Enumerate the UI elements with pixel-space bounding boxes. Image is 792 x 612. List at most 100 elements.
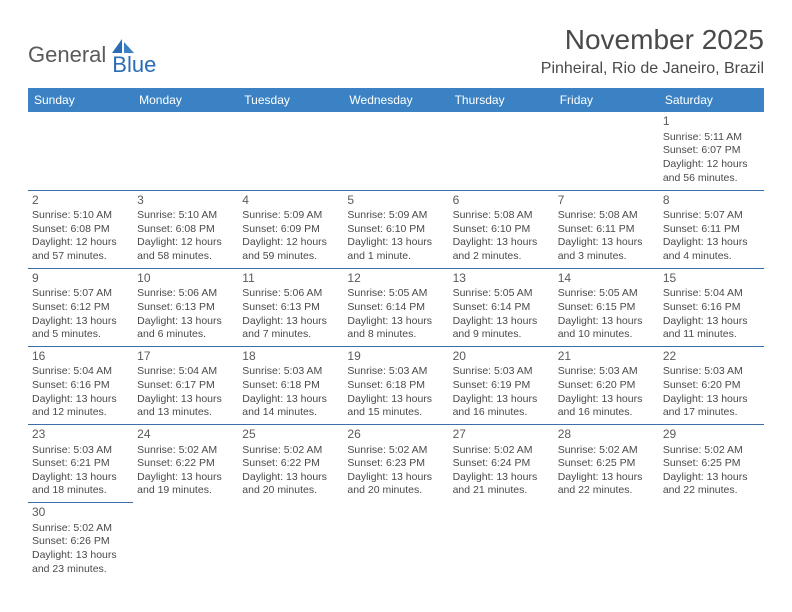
sunrise-text: Sunrise: 5:08 AM <box>453 209 550 223</box>
day-number: 21 <box>558 349 655 365</box>
sunrise-text: Sunrise: 5:02 AM <box>32 522 129 536</box>
daylight-text: Daylight: 13 hours <box>558 471 655 485</box>
sunset-text: Sunset: 6:26 PM <box>32 535 129 549</box>
daylight-text: and 20 minutes. <box>347 484 444 498</box>
sunset-text: Sunset: 6:07 PM <box>663 144 760 158</box>
day-number: 17 <box>137 349 234 365</box>
logo: General Blue <box>28 24 156 78</box>
calendar-day-cell: 8Sunrise: 5:07 AMSunset: 6:11 PMDaylight… <box>659 190 764 268</box>
sunrise-text: Sunrise: 5:11 AM <box>663 131 760 145</box>
day-number: 12 <box>347 271 444 287</box>
daylight-text: Daylight: 12 hours <box>663 158 760 172</box>
day-number: 25 <box>242 427 339 443</box>
daylight-text: Daylight: 13 hours <box>453 471 550 485</box>
sunrise-text: Sunrise: 5:10 AM <box>137 209 234 223</box>
calendar-empty-cell <box>449 112 554 190</box>
daylight-text: and 16 minutes. <box>453 406 550 420</box>
calendar-empty-cell <box>133 112 238 190</box>
daylight-text: Daylight: 13 hours <box>558 315 655 329</box>
calendar-day-cell: 11Sunrise: 5:06 AMSunset: 6:13 PMDayligh… <box>238 268 343 346</box>
sunrise-text: Sunrise: 5:02 AM <box>663 444 760 458</box>
day-number: 8 <box>663 193 760 209</box>
sunrise-text: Sunrise: 5:03 AM <box>32 444 129 458</box>
calendar-day-cell: 16Sunrise: 5:04 AMSunset: 6:16 PMDayligh… <box>28 346 133 424</box>
daylight-text: Daylight: 13 hours <box>453 236 550 250</box>
sunset-text: Sunset: 6:14 PM <box>347 301 444 315</box>
calendar-empty-cell <box>449 503 554 581</box>
sunrise-text: Sunrise: 5:08 AM <box>558 209 655 223</box>
sunrise-text: Sunrise: 5:07 AM <box>32 287 129 301</box>
daylight-text: and 2 minutes. <box>453 250 550 264</box>
calendar-day-cell: 20Sunrise: 5:03 AMSunset: 6:19 PMDayligh… <box>449 346 554 424</box>
daylight-text: and 12 minutes. <box>32 406 129 420</box>
sunrise-text: Sunrise: 5:02 AM <box>137 444 234 458</box>
day-header: Monday <box>133 88 238 112</box>
day-number: 2 <box>32 193 129 209</box>
calendar-week-row: 1Sunrise: 5:11 AMSunset: 6:07 PMDaylight… <box>28 112 764 190</box>
sunrise-text: Sunrise: 5:02 AM <box>453 444 550 458</box>
calendar-day-cell: 28Sunrise: 5:02 AMSunset: 6:25 PMDayligh… <box>554 424 659 502</box>
sunset-text: Sunset: 6:10 PM <box>453 223 550 237</box>
daylight-text: Daylight: 13 hours <box>347 471 444 485</box>
sunrise-text: Sunrise: 5:10 AM <box>32 209 129 223</box>
day-number: 16 <box>32 349 129 365</box>
day-number: 18 <box>242 349 339 365</box>
daylight-text: Daylight: 12 hours <box>32 236 129 250</box>
daylight-text: and 21 minutes. <box>453 484 550 498</box>
calendar-week-row: 2Sunrise: 5:10 AMSunset: 6:08 PMDaylight… <box>28 190 764 268</box>
calendar-day-cell: 12Sunrise: 5:05 AMSunset: 6:14 PMDayligh… <box>343 268 448 346</box>
day-header: Wednesday <box>343 88 448 112</box>
daylight-text: and 56 minutes. <box>663 172 760 186</box>
daylight-text: and 8 minutes. <box>347 328 444 342</box>
sunrise-text: Sunrise: 5:06 AM <box>137 287 234 301</box>
calendar-empty-cell <box>343 112 448 190</box>
daylight-text: Daylight: 13 hours <box>137 471 234 485</box>
calendar-day-cell: 15Sunrise: 5:04 AMSunset: 6:16 PMDayligh… <box>659 268 764 346</box>
daylight-text: Daylight: 13 hours <box>32 315 129 329</box>
calendar-week-row: 9Sunrise: 5:07 AMSunset: 6:12 PMDaylight… <box>28 268 764 346</box>
sunrise-text: Sunrise: 5:04 AM <box>32 365 129 379</box>
sunset-text: Sunset: 6:16 PM <box>32 379 129 393</box>
sunset-text: Sunset: 6:25 PM <box>663 457 760 471</box>
logo-text-general: General <box>28 42 106 68</box>
daylight-text: and 7 minutes. <box>242 328 339 342</box>
daylight-text: and 13 minutes. <box>137 406 234 420</box>
daylight-text: and 23 minutes. <box>32 563 129 577</box>
day-number: 22 <box>663 349 760 365</box>
day-header: Sunday <box>28 88 133 112</box>
daylight-text: and 15 minutes. <box>347 406 444 420</box>
calendar-day-cell: 29Sunrise: 5:02 AMSunset: 6:25 PMDayligh… <box>659 424 764 502</box>
calendar-header-row: SundayMondayTuesdayWednesdayThursdayFrid… <box>28 88 764 112</box>
calendar-day-cell: 19Sunrise: 5:03 AMSunset: 6:18 PMDayligh… <box>343 346 448 424</box>
daylight-text: and 6 minutes. <box>137 328 234 342</box>
daylight-text: Daylight: 13 hours <box>347 315 444 329</box>
sunset-text: Sunset: 6:20 PM <box>663 379 760 393</box>
sunrise-text: Sunrise: 5:03 AM <box>242 365 339 379</box>
page-title: November 2025 <box>541 24 764 56</box>
calendar-day-cell: 26Sunrise: 5:02 AMSunset: 6:23 PMDayligh… <box>343 424 448 502</box>
calendar-day-cell: 21Sunrise: 5:03 AMSunset: 6:20 PMDayligh… <box>554 346 659 424</box>
daylight-text: and 57 minutes. <box>32 250 129 264</box>
sunset-text: Sunset: 6:08 PM <box>32 223 129 237</box>
calendar-empty-cell <box>28 112 133 190</box>
calendar-day-cell: 25Sunrise: 5:02 AMSunset: 6:22 PMDayligh… <box>238 424 343 502</box>
location-subtitle: Pinheiral, Rio de Janeiro, Brazil <box>541 60 764 78</box>
sunset-text: Sunset: 6:18 PM <box>242 379 339 393</box>
sunset-text: Sunset: 6:17 PM <box>137 379 234 393</box>
daylight-text: Daylight: 13 hours <box>663 315 760 329</box>
daylight-text: Daylight: 13 hours <box>453 393 550 407</box>
sunrise-text: Sunrise: 5:04 AM <box>137 365 234 379</box>
sunrise-text: Sunrise: 5:02 AM <box>242 444 339 458</box>
day-number: 4 <box>242 193 339 209</box>
day-number: 28 <box>558 427 655 443</box>
day-number: 11 <box>242 271 339 287</box>
sunrise-text: Sunrise: 5:05 AM <box>347 287 444 301</box>
daylight-text: and 9 minutes. <box>453 328 550 342</box>
day-header: Thursday <box>449 88 554 112</box>
daylight-text: Daylight: 13 hours <box>663 236 760 250</box>
day-number: 14 <box>558 271 655 287</box>
calendar-day-cell: 3Sunrise: 5:10 AMSunset: 6:08 PMDaylight… <box>133 190 238 268</box>
day-number: 5 <box>347 193 444 209</box>
day-number: 6 <box>453 193 550 209</box>
day-number: 10 <box>137 271 234 287</box>
